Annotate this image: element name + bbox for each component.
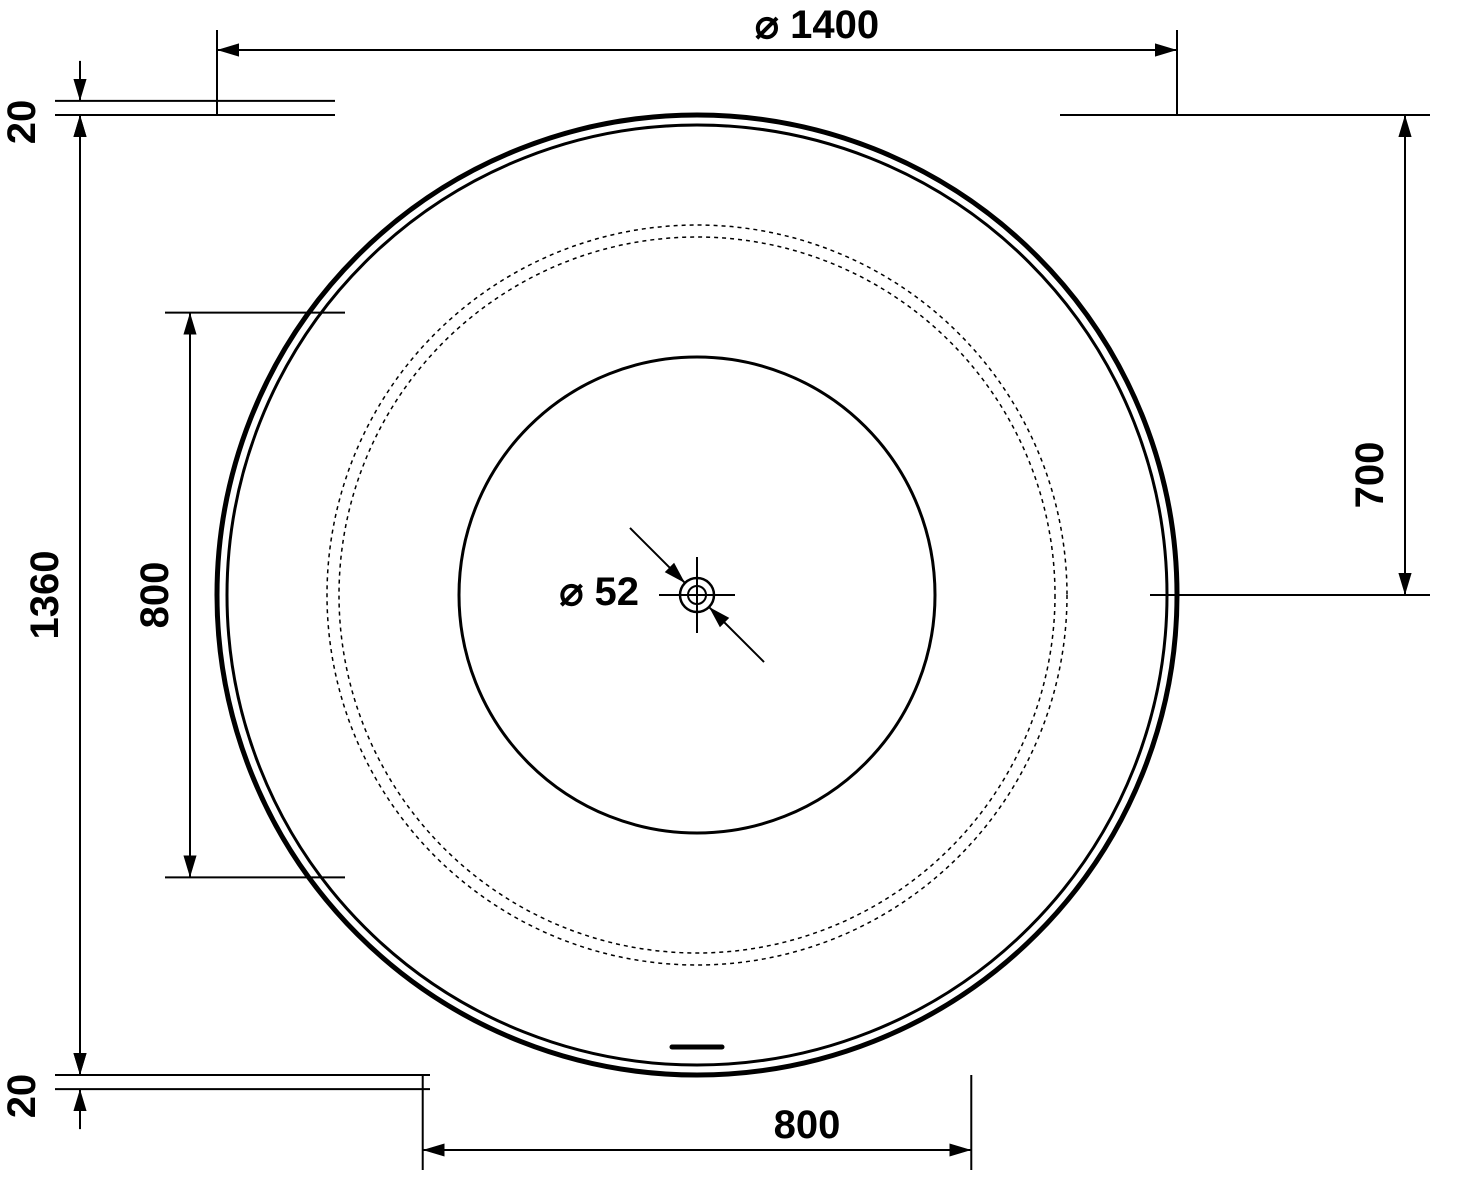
dim-label-diameter_top: ⌀ 1400	[755, 3, 879, 47]
dim-label-left_800: 800	[133, 562, 177, 629]
dim-label-right_700: 700	[1348, 442, 1392, 509]
dim-label-diameter_center: ⌀ 52	[559, 570, 639, 614]
product-outline	[217, 115, 1177, 1075]
dimension-lines	[55, 30, 1430, 1170]
dim-label-left_20_bottom: 20	[0, 1074, 44, 1119]
technical-drawing: ⌀ 1400 800 1360 800 700 20 20 ⌀ 52	[0, 0, 1463, 1180]
dim-label-bottom_800: 800	[774, 1103, 841, 1147]
dim-label-left_1360: 1360	[23, 551, 67, 640]
dim-label-left_20_top: 20	[0, 100, 44, 145]
